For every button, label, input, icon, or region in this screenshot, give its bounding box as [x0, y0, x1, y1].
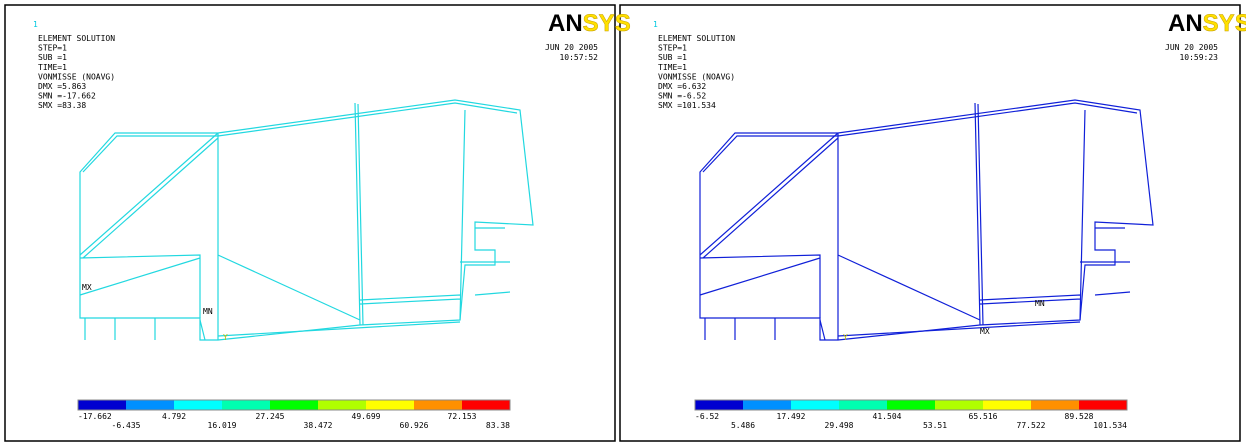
header-line: DMX =5.863: [38, 82, 86, 91]
header-line: SUB =1: [658, 53, 687, 62]
header-line: SMN =-17.662: [38, 92, 96, 101]
legend-swatch: [695, 400, 743, 410]
legend-label: 65.516: [969, 412, 998, 421]
legend-swatch: [462, 400, 510, 410]
header-line: SMN =-6.52: [658, 92, 706, 101]
legend-label: 38.472: [304, 421, 333, 430]
min-marker: MN: [203, 307, 213, 316]
legend-label: 60.926: [400, 421, 429, 430]
legend-swatch: [222, 400, 270, 410]
legend-label: 89.528: [1065, 412, 1094, 421]
max-marker: MX: [980, 327, 990, 336]
header-line: DMX =6.632: [658, 82, 706, 91]
panel-border: [5, 5, 615, 441]
max-marker: MX: [82, 283, 92, 292]
legend-swatch: [1079, 400, 1127, 410]
legend-swatch: [887, 400, 935, 410]
logo-part: SYS: [1203, 10, 1246, 37]
legend-label: -17.662: [78, 412, 112, 421]
window-number: 1: [653, 20, 658, 29]
legend-label: 101.534: [1093, 421, 1127, 430]
legend-label: 5.486: [731, 421, 755, 430]
legend-swatch: [743, 400, 791, 410]
logo-part: AN: [548, 10, 583, 37]
legend-swatch: [366, 400, 414, 410]
legend-label: 77.522: [1017, 421, 1046, 430]
logo: ANSYS: [548, 10, 631, 37]
header-line: STEP=1: [38, 44, 67, 53]
legend-swatch: [318, 400, 366, 410]
legend-label: -6.435: [112, 421, 141, 430]
header-line: VONMISSE (NOAVG): [658, 72, 735, 81]
legend-label: 17.492: [777, 412, 806, 421]
legend-label: 29.498: [825, 421, 854, 430]
legend-swatch: [983, 400, 1031, 410]
axis-label: Y: [223, 333, 228, 342]
header-line: VONMISSE (NOAVG): [38, 72, 115, 81]
legend-swatch: [174, 400, 222, 410]
legend-label: 53.51: [923, 421, 947, 430]
header-line: ELEMENT SOLUTION: [38, 34, 115, 43]
header-line: SMX =83.38: [38, 101, 86, 110]
legend-swatch: [126, 400, 174, 410]
header-line: TIME=1: [658, 63, 687, 72]
header-line: TIME=1: [38, 63, 67, 72]
screenshot: 1ELEMENT SOLUTIONSTEP=1SUB =1TIME=1VONMI…: [0, 0, 1246, 446]
legend-swatch: [839, 400, 887, 410]
time: 10:57:52: [559, 53, 598, 62]
legend-label: 41.504: [873, 412, 902, 421]
legend-label: 49.699: [352, 412, 381, 421]
legend-swatch: [414, 400, 462, 410]
legend-label: 83.38: [486, 421, 510, 430]
logo: ANSYS: [1168, 10, 1246, 37]
legend-swatch: [78, 400, 126, 410]
axis-label: Y: [843, 333, 848, 342]
legend-label: 4.792: [162, 412, 186, 421]
legend-label: 27.245: [256, 412, 285, 421]
min-marker: MN: [1035, 299, 1045, 308]
legend-label: 16.019: [208, 421, 237, 430]
header-line: ELEMENT SOLUTION: [658, 34, 735, 43]
window-number: 1: [33, 20, 38, 29]
logo-part: SYS: [583, 10, 631, 37]
legend-swatch: [1031, 400, 1079, 410]
legend-swatch: [270, 400, 318, 410]
date: JUN 20 2005: [1165, 43, 1218, 52]
date: JUN 20 2005: [545, 43, 598, 52]
legend-label: -6.52: [695, 412, 719, 421]
legend-swatch: [791, 400, 839, 410]
logo-part: AN: [1168, 10, 1203, 37]
header-line: STEP=1: [658, 44, 687, 53]
legend-swatch: [935, 400, 983, 410]
legend-label: 72.153: [448, 412, 477, 421]
time: 10:59:23: [1179, 53, 1218, 62]
header-line: SUB =1: [38, 53, 67, 62]
panel-border: [620, 5, 1240, 441]
header-line: SMX =101.534: [658, 101, 716, 110]
